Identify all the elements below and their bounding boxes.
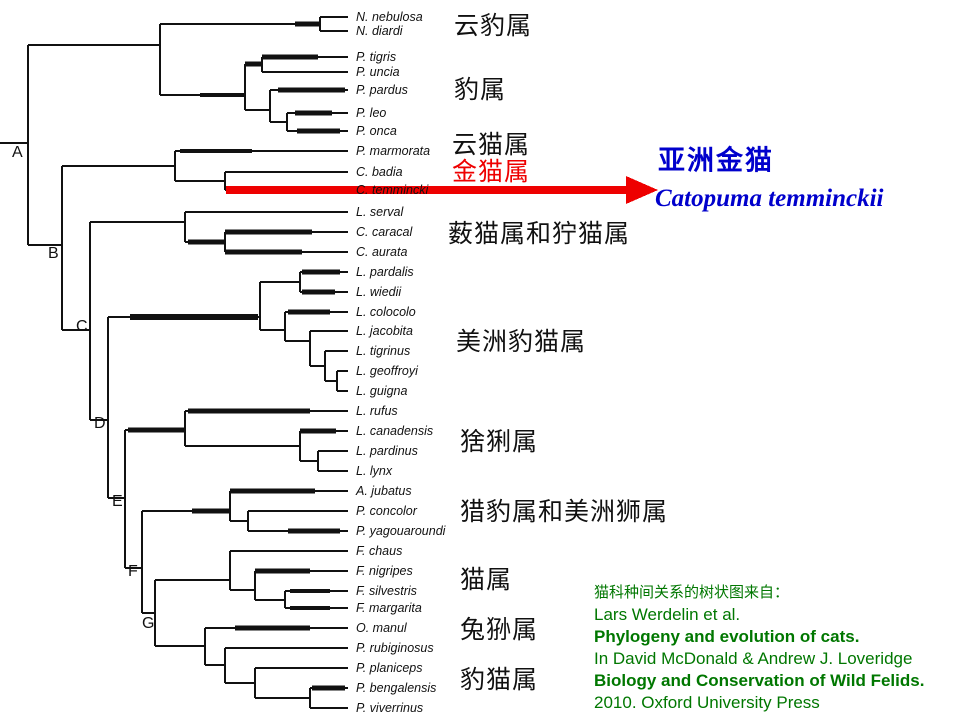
species-tip-label: L. rufus [356,404,398,418]
citation-line-chapter: Phylogeny and evolution of cats. [594,627,860,646]
genus-group-label: 豹猫属 [460,666,539,694]
species-tip-label: P. viverrinus [356,701,424,715]
species-tip-label: L. geoffroyi [356,364,418,378]
species-tip-label: P. planiceps [356,661,423,675]
clade-node-letter: E [112,493,123,510]
species-tip-label: P. pardus [356,83,408,97]
highlighted-species-latin-name: Catopuma temminckii [655,185,884,212]
clade-node-letter: A [12,144,23,161]
species-tip-label: L. jacobita [356,324,413,338]
genus-group-label: 云猫属 [452,131,531,159]
species-tip-label: P. yagouaroundi [356,524,446,538]
genus-group-label: 猞猁属 [460,428,539,456]
species-tip-label: L. tigrinus [356,344,411,358]
citation-line-book: Biology and Conservation of Wild Felids. [594,671,925,690]
species-tip-label: P. bengalensis [356,681,437,695]
highlighted-species-chinese-name: 亚洲金猫 [658,145,774,176]
clade-node-letter: B [48,245,59,262]
species-tip-label: P. concolor [356,504,417,518]
species-tip-label: A. jubatus [356,484,412,498]
genus-group-label: 金猫属 [452,158,531,186]
species-tip-label: N. nebulosa [356,10,423,24]
species-tip-label: L. wiedii [356,285,402,299]
species-tip-label: F. nigripes [356,564,413,578]
species-tip-label: L. colocolo [356,305,416,319]
species-tip-label: P. tigris [356,50,397,64]
species-tip-label: F. silvestris [356,584,417,598]
citation-line-source: 猫科种间关系的树状图来自： [594,584,790,601]
clade-node-letter: F [128,563,138,580]
species-tip-label: F. chaus [356,544,403,558]
species-tip-label: P. leo [356,106,387,120]
genus-group-label: 云豹属 [454,12,533,40]
citation-line-editors: In David McDonald & Andrew J. Loveridge [594,649,913,668]
genus-group-label: 美洲豹猫属 [456,328,587,356]
species-tip-label: P. onca [356,124,397,138]
species-tip-label: C. badia [356,165,403,179]
species-tip-label: L. serval [356,205,404,219]
citation-line-authors: Lars Werdelin et al. [594,605,741,624]
highlight-arrow-head [626,176,658,204]
species-tip-label: L. lynx [356,464,393,478]
species-tip-label: L. guigna [356,384,408,398]
genus-group-label: 猫属 [460,566,513,594]
species-tip-label: N. diardi [356,24,403,38]
species-tip-label: P. marmorata [356,144,431,158]
species-tip-label: L. pardinus [356,444,418,458]
citation-block: 猫科种间关系的树状图来自： Lars Werdelin et al. Phylo… [594,582,924,714]
species-tip-label: P. rubiginosus [356,641,434,655]
genus-group-label: 豹属 [454,76,507,104]
clade-node-letter: D [94,415,106,432]
genus-group-label: 兔狲属 [460,616,539,644]
clade-node-letter: G [142,615,155,632]
citation-line-publisher: 2010. Oxford University Press [594,693,820,712]
clade-node-letter: C [76,318,88,335]
species-tip-label: O. manul [356,621,407,635]
species-tip-label: C. aurata [356,245,408,259]
species-tip-label: C. caracal [356,225,413,239]
species-tip-label: F. margarita [356,601,422,615]
species-tip-label: C. temmincki [356,183,429,197]
species-tip-label: L. canadensis [356,424,434,438]
genus-group-label: 猎豹属和美洲狮属 [460,498,669,526]
species-tip-label: P. uncia [356,65,400,79]
genus-group-label: 薮猫属和狞猫属 [448,220,631,248]
species-tip-label: L. pardalis [356,265,414,279]
